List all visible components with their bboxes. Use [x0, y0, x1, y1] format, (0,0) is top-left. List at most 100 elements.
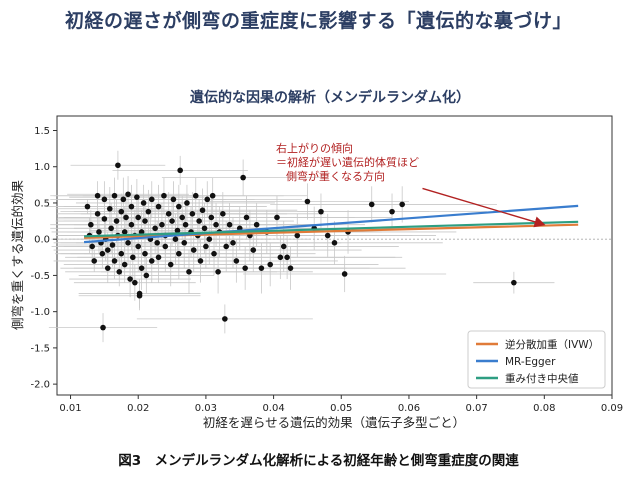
data-point	[115, 162, 121, 169]
data-point	[186, 269, 192, 275]
x-tick-label: 0.01	[59, 403, 81, 414]
data-point	[135, 214, 142, 221]
data-point	[287, 265, 294, 271]
data-point	[148, 196, 155, 203]
annotation-line-1: 右上がりの傾向	[276, 141, 353, 155]
data-point	[174, 227, 181, 234]
data-point	[116, 269, 123, 275]
data-point	[179, 214, 186, 221]
legend-box	[467, 330, 606, 389]
data-point	[125, 191, 131, 198]
data-point	[138, 265, 145, 271]
data-point	[170, 196, 177, 203]
data-point	[106, 205, 113, 212]
data-point	[294, 232, 301, 239]
data-point	[324, 232, 331, 239]
data-point	[253, 221, 260, 228]
data-point	[109, 242, 116, 248]
data-point	[341, 271, 348, 277]
data-point	[148, 258, 155, 264]
data-point	[94, 192, 101, 199]
data-point	[172, 236, 179, 242]
x-tick-label: 0.08	[533, 403, 555, 414]
data-point	[128, 221, 135, 228]
data-point	[318, 208, 324, 215]
data-point	[233, 258, 240, 264]
data-point	[196, 218, 202, 224]
data-point	[280, 243, 287, 250]
legend-label-median: 重み付き中央値	[505, 372, 579, 385]
data-point	[154, 240, 160, 246]
data-point	[99, 250, 106, 257]
data-point	[204, 196, 211, 203]
x-tick-label: 0.09	[601, 403, 623, 414]
data-point	[142, 218, 148, 224]
y-tick-label: -1.0	[30, 307, 50, 318]
data-point	[135, 243, 142, 250]
data-point	[222, 316, 228, 322]
data-point	[277, 254, 284, 261]
regression-line-egger	[83, 204, 579, 244]
data-point	[209, 192, 216, 199]
legend-label-ivw: 逆分散加重（IVW）	[505, 338, 599, 351]
y-tick-label: -0.5	[30, 271, 50, 282]
y-axis: 1.5 1.0 0.5 0.0 -0.5 -1.0 -1.5 -2.0	[30, 126, 57, 391]
y-tick-label: 1.0	[34, 162, 50, 173]
legend-label-egger: MR-Egger	[505, 356, 556, 368]
data-point	[142, 250, 148, 257]
data-point	[118, 208, 125, 215]
data-point	[267, 261, 274, 268]
data-point	[136, 292, 143, 299]
data-point	[215, 269, 221, 275]
data-point	[190, 247, 197, 253]
data-point	[177, 167, 183, 174]
data-point	[125, 240, 131, 246]
data-point	[161, 192, 167, 199]
data-point	[189, 211, 196, 217]
data-point	[181, 240, 188, 246]
data-point	[127, 276, 133, 282]
data-point	[167, 261, 174, 268]
data-point	[169, 218, 175, 224]
data-point	[399, 201, 405, 208]
plot-area	[56, 115, 613, 396]
figure-caption: 図3 メンデルランダム化解析による初経年齢と側弯重症度の関連	[118, 453, 519, 469]
annotation-arrow	[422, 187, 546, 228]
data-point	[84, 203, 91, 210]
y-tick-label: -1.5	[30, 343, 50, 354]
data-point	[274, 214, 280, 221]
data-point	[199, 207, 206, 214]
regression-line-median	[84, 220, 579, 238]
x-axis-label: 初経を遅らせる遺伝的効果（遺伝子多型ごと）	[203, 415, 465, 430]
data-point	[511, 279, 517, 286]
data-point	[101, 216, 108, 222]
data-point	[226, 221, 233, 228]
data-point	[162, 243, 169, 250]
data-points	[84, 162, 517, 331]
legend: 逆分散加重（IVW） MR-Egger 重み付き中央値	[467, 330, 606, 389]
y-axis-label: 側弯を重くする遺伝的効果	[10, 180, 25, 331]
annotation-line-3: 側弯が重くなる方向	[286, 169, 385, 183]
data-point	[155, 254, 162, 261]
data-point	[130, 254, 136, 261]
x-tick-label: 0.03	[195, 403, 217, 414]
data-point	[197, 258, 204, 264]
data-point	[240, 174, 246, 181]
data-point	[121, 261, 128, 268]
data-point	[104, 247, 111, 253]
data-point	[192, 192, 199, 199]
data-point	[138, 229, 145, 235]
data-point	[176, 250, 182, 257]
data-point	[140, 200, 147, 206]
x-axis: 0.01 0.02 0.03 0.04 0.05 0.06 0.07 0.08 0.09	[59, 395, 623, 414]
data-point	[159, 221, 165, 228]
data-point	[101, 196, 108, 203]
data-point	[184, 200, 190, 206]
data-point	[206, 236, 213, 242]
data-point	[368, 201, 375, 208]
data-point	[220, 211, 226, 217]
data-point	[100, 324, 106, 331]
data-point	[88, 221, 94, 228]
data-point	[123, 214, 129, 221]
